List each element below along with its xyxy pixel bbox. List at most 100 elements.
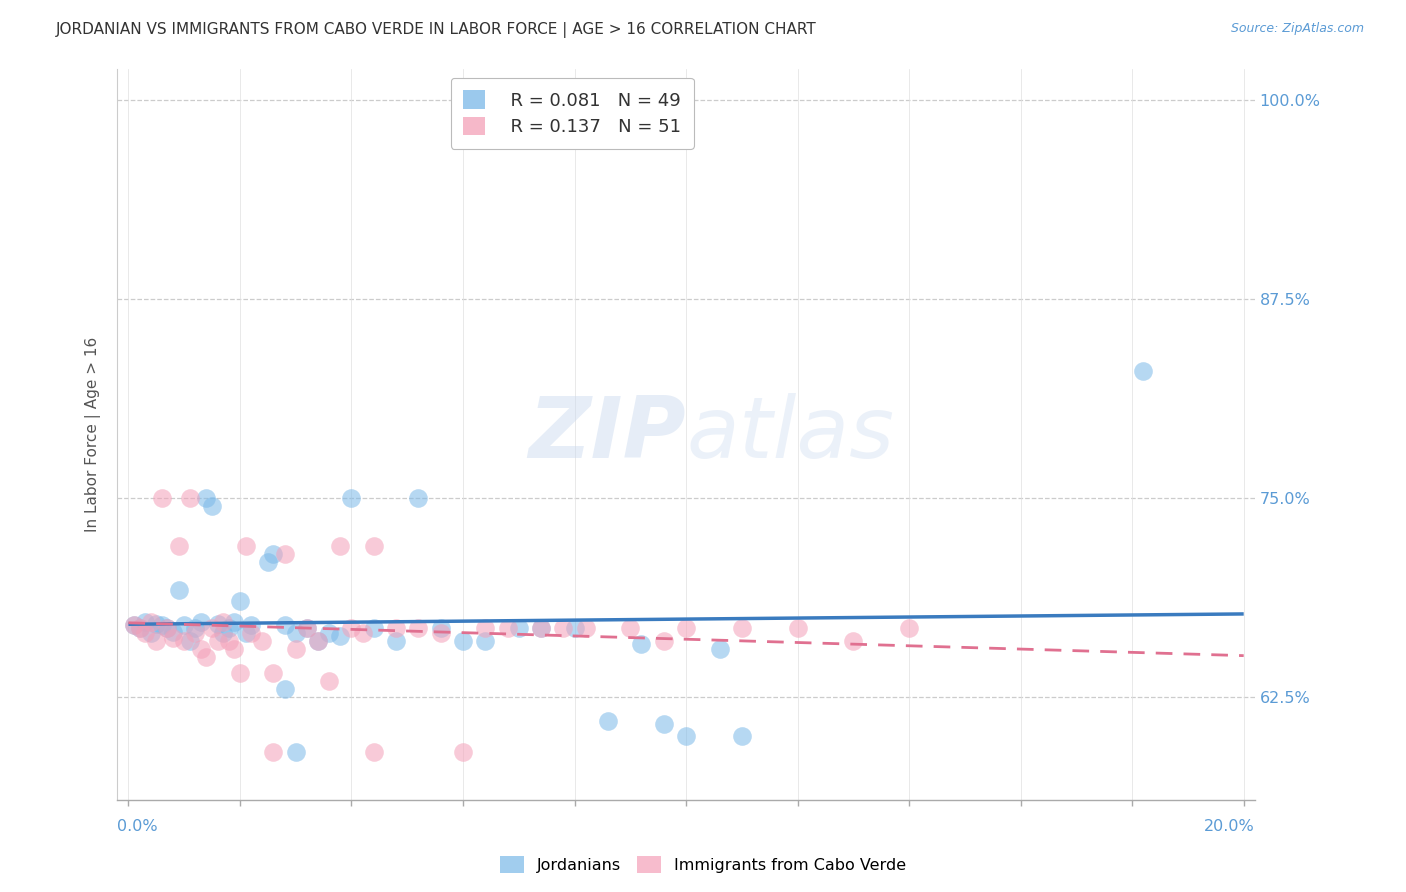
Point <box>553 621 575 635</box>
Point <box>731 621 754 635</box>
Point <box>329 539 352 553</box>
Point <box>262 745 284 759</box>
Point <box>363 745 385 759</box>
Point <box>167 539 190 553</box>
Point <box>564 621 586 635</box>
Point <box>530 621 553 635</box>
Point <box>218 634 240 648</box>
Text: JORDANIAN VS IMMIGRANTS FROM CABO VERDE IN LABOR FORCE | AGE > 16 CORRELATION CH: JORDANIAN VS IMMIGRANTS FROM CABO VERDE … <box>56 22 817 38</box>
Point <box>195 491 218 505</box>
Point <box>134 615 156 629</box>
Point <box>284 626 307 640</box>
Point <box>731 730 754 744</box>
Point <box>1132 364 1154 378</box>
Point <box>179 491 201 505</box>
Point <box>596 714 619 728</box>
Point <box>162 624 184 639</box>
Point <box>218 621 240 635</box>
Point <box>139 615 162 629</box>
Point <box>150 491 173 505</box>
Point <box>190 615 212 629</box>
Point <box>235 539 257 553</box>
Point <box>256 555 278 569</box>
Point <box>318 626 340 640</box>
Point <box>235 626 257 640</box>
Text: Source: ZipAtlas.com: Source: ZipAtlas.com <box>1230 22 1364 36</box>
Point <box>207 616 229 631</box>
Point <box>474 634 496 648</box>
Point <box>184 621 207 635</box>
Point <box>179 634 201 648</box>
Point <box>224 615 246 629</box>
Point <box>145 616 167 631</box>
Point <box>128 621 150 635</box>
Legend: Jordanians, Immigrants from Cabo Verde: Jordanians, Immigrants from Cabo Verde <box>494 849 912 880</box>
Point <box>363 621 385 635</box>
Point <box>212 626 235 640</box>
Point <box>295 621 318 635</box>
Point <box>318 673 340 688</box>
Point <box>652 716 675 731</box>
Point <box>201 621 224 635</box>
Point <box>128 621 150 635</box>
Point <box>212 615 235 629</box>
Point <box>307 634 329 648</box>
Point <box>122 618 145 632</box>
Point <box>173 634 195 648</box>
Point <box>786 621 808 635</box>
Point <box>273 618 295 632</box>
Point <box>429 626 451 640</box>
Point <box>240 626 263 640</box>
Point <box>898 621 921 635</box>
Point <box>508 621 530 635</box>
Point <box>340 621 363 635</box>
Point <box>474 621 496 635</box>
Point <box>284 642 307 657</box>
Point <box>385 634 408 648</box>
Point <box>139 626 162 640</box>
Point <box>709 642 731 657</box>
Point <box>262 665 284 680</box>
Point <box>352 626 374 640</box>
Point <box>652 634 675 648</box>
Text: ZIP: ZIP <box>529 392 686 475</box>
Point <box>630 637 652 651</box>
Point <box>329 629 352 643</box>
Point <box>229 665 252 680</box>
Point <box>619 621 641 635</box>
Point <box>224 642 246 657</box>
Point <box>429 621 451 635</box>
Point <box>173 618 195 632</box>
Point <box>150 618 173 632</box>
Point <box>284 745 307 759</box>
Point <box>162 631 184 645</box>
Point <box>675 730 697 744</box>
Y-axis label: In Labor Force | Age > 16: In Labor Force | Age > 16 <box>86 336 101 532</box>
Point <box>190 642 212 657</box>
Point <box>408 621 430 635</box>
Text: 0.0%: 0.0% <box>117 820 157 834</box>
Legend:   R = 0.081   N = 49,   R = 0.137   N = 51: R = 0.081 N = 49, R = 0.137 N = 51 <box>450 78 695 149</box>
Point <box>363 539 385 553</box>
Point <box>307 634 329 648</box>
Point <box>675 621 697 635</box>
Point <box>451 634 474 648</box>
Point <box>156 621 179 635</box>
Point <box>496 621 519 635</box>
Point <box>408 491 430 505</box>
Point <box>167 583 190 598</box>
Point <box>273 681 295 696</box>
Point <box>184 626 207 640</box>
Point <box>134 626 156 640</box>
Point <box>201 499 224 513</box>
Point <box>842 634 865 648</box>
Point <box>207 634 229 648</box>
Point <box>340 491 363 505</box>
Point <box>240 618 263 632</box>
Point <box>575 621 598 635</box>
Point <box>145 634 167 648</box>
Point <box>122 618 145 632</box>
Point <box>273 547 295 561</box>
Text: 20.0%: 20.0% <box>1204 820 1254 834</box>
Point <box>385 621 408 635</box>
